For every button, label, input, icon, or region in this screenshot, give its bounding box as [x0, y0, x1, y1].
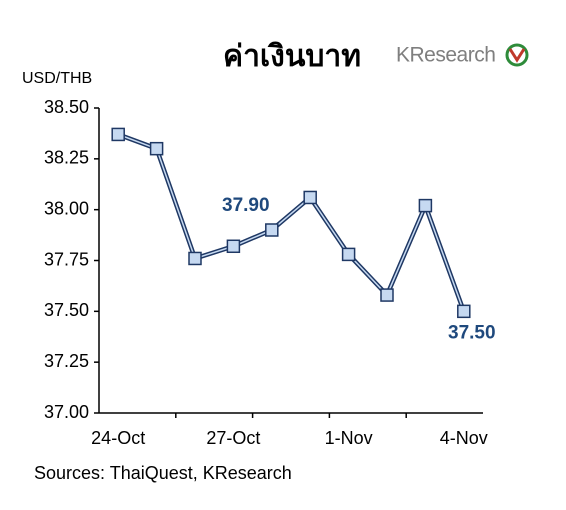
data-point [380, 288, 394, 302]
data-point [111, 127, 125, 142]
y-tick-label: 38.50 [44, 97, 89, 117]
y-tick-label: 37.50 [44, 300, 89, 320]
source-note: Sources: ThaiQuest, KResearch [34, 463, 292, 483]
chart-title: ค่าเงินบาท [223, 40, 361, 73]
data-label: 37.90 [222, 195, 270, 216]
series-line [117, 133, 465, 312]
data-point [341, 247, 356, 262]
data-point [149, 141, 164, 156]
data-point [303, 190, 317, 205]
logo-icon [505, 43, 529, 67]
y-tick-label: 38.25 [44, 148, 89, 168]
data-label: 37.50 [448, 322, 496, 343]
y-tick-label: 37.75 [44, 249, 89, 269]
x-tick-label: 4-Nov [440, 428, 488, 448]
y-axis-label: USD/THB [22, 70, 92, 87]
data-point [188, 251, 202, 266]
data-point [265, 223, 279, 237]
x-tick-label: 24-Oct [91, 428, 145, 448]
logo-icon-mark [508, 48, 526, 63]
x-tick-label: 1-Nov [325, 428, 373, 448]
data-point [226, 239, 241, 254]
data-point [418, 198, 433, 213]
logo: KResearch [396, 44, 495, 67]
y-tick-label: 38.00 [44, 198, 89, 218]
y-tick-label: 37.25 [44, 351, 89, 371]
y-tick-label: 37.00 [44, 402, 89, 422]
data-point [457, 304, 471, 319]
series-line-outline [117, 132, 466, 313]
x-tick-label: 27-Oct [206, 428, 260, 448]
